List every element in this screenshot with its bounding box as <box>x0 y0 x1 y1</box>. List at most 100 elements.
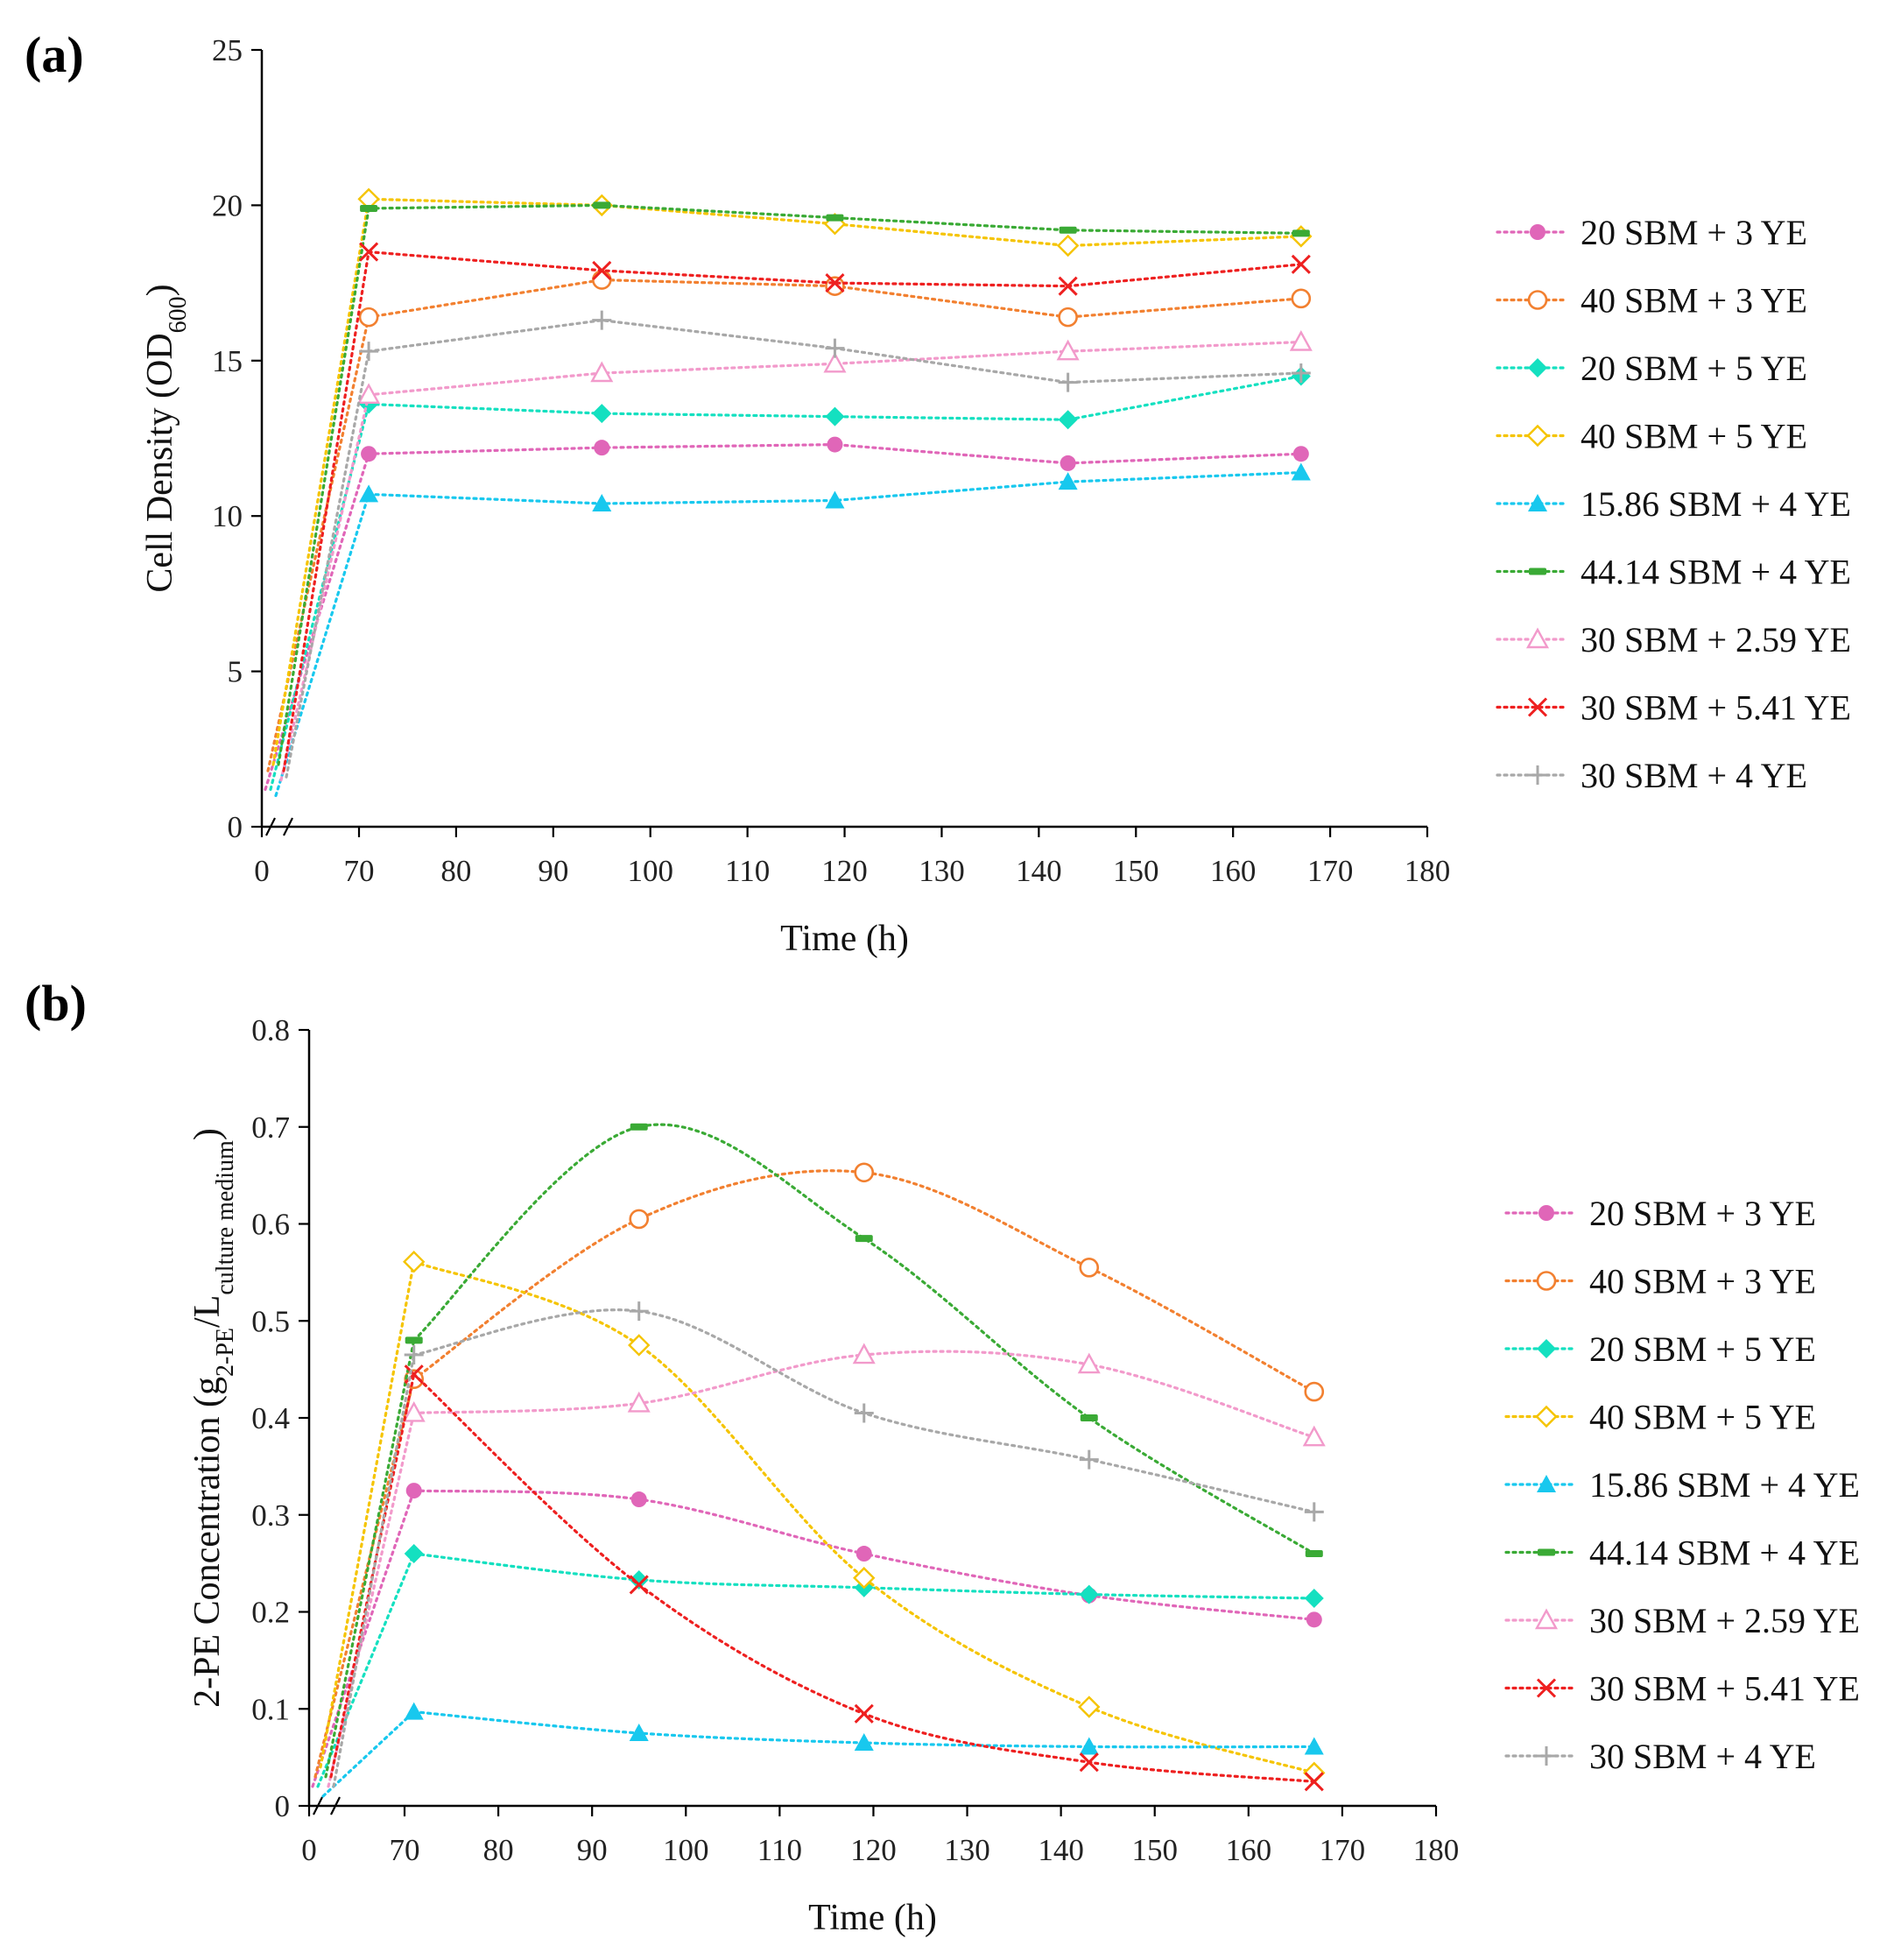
y-tick-label: 5 <box>228 655 243 689</box>
data-point-shape <box>629 1301 649 1322</box>
data-point <box>590 361 614 383</box>
legend-label: 30 SBM + 2.59 YE <box>1581 620 1851 659</box>
data-point <box>402 1400 426 1422</box>
data-point-shape <box>1303 1761 1326 1785</box>
data-point <box>1059 226 1077 234</box>
legend-label: 30 SBM + 4 YE <box>1589 1737 1816 1776</box>
data-point <box>1077 1352 1101 1374</box>
data-point-shape <box>823 351 847 373</box>
data-point <box>1303 1761 1326 1785</box>
series-line <box>412 1350 1316 1439</box>
data-point-shape <box>404 1544 424 1564</box>
data-point <box>825 406 845 427</box>
data-point <box>854 1162 875 1183</box>
data-point <box>629 1569 649 1590</box>
legend-label: 20 SBM + 3 YE <box>1581 213 1807 252</box>
data-point-shape <box>825 406 845 427</box>
data-point-shape <box>402 1400 426 1422</box>
legend-marker <box>1537 1746 1556 1766</box>
data-point <box>1079 1258 1100 1278</box>
data-point <box>404 1345 424 1365</box>
x-tick-label: 80 <box>483 1833 514 1867</box>
data-point <box>629 1301 649 1322</box>
series-startup-line <box>277 207 370 766</box>
data-point-shape <box>1306 1611 1322 1628</box>
legend-label: 20 SBM + 5 YE <box>1589 1329 1816 1369</box>
data-point <box>825 338 845 358</box>
data-point <box>825 273 845 293</box>
data-point-shape <box>825 338 845 358</box>
series-startup-line <box>324 1338 416 1779</box>
data-point-shape <box>855 1235 873 1243</box>
x-tick-label: 100 <box>627 854 673 888</box>
y-tick-label: 0.1 <box>251 1692 290 1726</box>
data-point-shape <box>628 1334 651 1357</box>
legend-label: 40 SBM + 5 YE <box>1581 417 1807 456</box>
data-point-shape <box>403 1250 426 1273</box>
data-point <box>1056 339 1080 361</box>
data-point-shape <box>1056 339 1080 361</box>
data-point <box>1304 1588 1324 1608</box>
data-point-shape <box>593 201 611 209</box>
legend-label: 40 SBM + 3 YE <box>1581 281 1807 321</box>
legend-item: 40 SBM + 3 YE <box>1504 1262 1816 1301</box>
data-point-shape <box>1060 455 1076 471</box>
data-point <box>359 484 379 503</box>
series-startup-line <box>285 349 370 779</box>
data-point <box>592 310 612 330</box>
legend-marker-shape <box>1526 424 1549 448</box>
data-point-shape <box>629 1209 650 1230</box>
data-point-shape <box>854 1162 875 1183</box>
chart-panel-a: (a) 0 5 10 15 20 25 0 70 80 90 100 110 120 130 140 150 16… <box>25 26 1851 959</box>
panel-label: (a) <box>25 26 84 83</box>
data-point-shape <box>1292 229 1310 237</box>
y-axis-title: 2-PE Concentration (g2-PE/Lculture mediu… <box>187 1128 239 1708</box>
legend-marker <box>1537 1475 1556 1492</box>
panel-label: (b) <box>25 975 87 1032</box>
series-30-sbm-5-41-ye <box>282 242 1311 772</box>
legend-item: 44.14 SBM + 4 YE <box>1504 1533 1860 1573</box>
data-point-shape <box>1078 1696 1101 1718</box>
legend-item: 30 SBM + 5.41 YE <box>1504 1669 1860 1709</box>
axis-break-mark <box>265 817 276 836</box>
series-40-sbm-5-ye <box>319 1250 1326 1785</box>
data-point-shape <box>852 1343 876 1364</box>
data-point-shape <box>1289 330 1313 351</box>
data-point <box>853 1567 876 1590</box>
data-point-shape <box>630 1123 648 1131</box>
data-point-shape <box>590 361 614 383</box>
y-tick-label: 0.8 <box>251 1013 290 1047</box>
data-point <box>360 204 378 212</box>
legend-marker <box>1537 1339 1556 1358</box>
series-20-sbm-3-ye <box>264 436 1309 792</box>
legend-label: 20 SBM + 3 YE <box>1589 1194 1816 1233</box>
data-point <box>854 1703 874 1724</box>
series-line <box>367 197 1303 248</box>
data-point-shape <box>357 383 381 405</box>
legend-marker-shape <box>1534 1608 1559 1630</box>
legend-item: 20 SBM + 5 YE <box>1496 349 1807 388</box>
series-startup-line <box>271 197 370 766</box>
data-point-shape <box>1304 1588 1324 1608</box>
series-startup-line <box>282 250 370 772</box>
series-startup-line <box>327 1411 416 1788</box>
data-point <box>825 276 845 296</box>
legend-marker-shape <box>1536 1678 1557 1698</box>
x-axis-title: Time (h) <box>808 1898 937 1938</box>
x-tick-label: 110 <box>757 1833 802 1867</box>
data-point-shape <box>1304 1381 1325 1402</box>
legend-label: 40 SBM + 5 YE <box>1589 1398 1816 1437</box>
data-point <box>1080 1414 1098 1421</box>
data-point-shape <box>1291 363 1311 383</box>
data-point <box>826 214 844 222</box>
data-point <box>358 307 379 328</box>
series-30-sbm-4-ye <box>332 1301 1324 1788</box>
x-tick-label: 120 <box>850 1833 897 1867</box>
series-startup-line <box>311 1489 416 1788</box>
data-point <box>825 490 845 509</box>
y-axis-title: Cell Density (OD600) <box>140 284 192 592</box>
data-point-shape <box>825 276 845 296</box>
data-point <box>854 1733 874 1752</box>
series-startup-line <box>313 1378 416 1779</box>
